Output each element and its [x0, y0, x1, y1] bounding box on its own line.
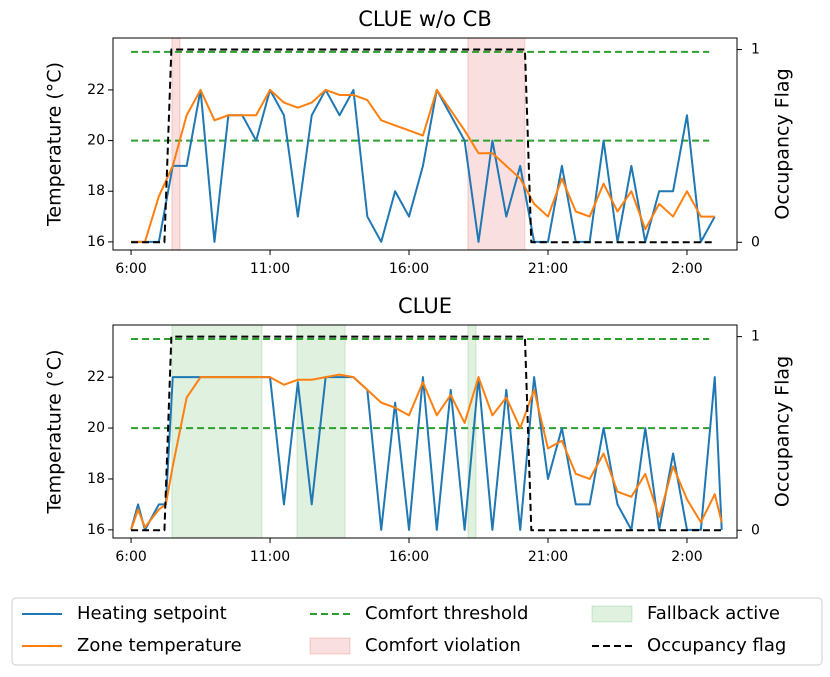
shaded-span — [296, 324, 346, 539]
series-line — [130, 373, 723, 531]
shaded-span — [467, 324, 477, 539]
y-tick-label: 22 — [87, 369, 105, 385]
y-axis-label: Temperature (°C) — [44, 62, 66, 227]
x-tick-label: 2:00 — [671, 549, 702, 565]
x-tick-label: 2:00 — [671, 261, 702, 277]
y-tick-label: 20 — [87, 420, 105, 436]
x-tick-label: 21:00 — [528, 549, 568, 565]
y2-axis-label: Occupancy Flag — [772, 356, 794, 507]
legend-box — [11, 597, 823, 666]
series-line — [131, 88, 716, 243]
x-tick-label: 21:00 — [528, 261, 568, 277]
legend-label: Zone temperature — [77, 635, 242, 656]
x-tick-label: 16:00 — [389, 261, 429, 277]
y2-axis-label: Occupancy Flag — [772, 68, 794, 219]
x-tick-label: 6:00 — [115, 549, 146, 565]
y-tick-label: 20 — [87, 133, 105, 149]
legend-swatch — [309, 637, 351, 655]
subplot-title: CLUE — [398, 294, 452, 318]
axes-frame — [112, 324, 738, 539]
y2-tick-label: 1 — [751, 329, 760, 345]
legend-label: Fallback active — [647, 603, 780, 624]
legend-label: Comfort violation — [365, 635, 521, 656]
x-tick-label: 16:00 — [389, 549, 429, 565]
x-tick-label: 11:00 — [250, 261, 290, 277]
y2-tick-label: 0 — [751, 234, 760, 250]
y-tick-label: 18 — [87, 183, 105, 199]
y-axis-label: Temperature (°C) — [44, 350, 66, 515]
shaded-span — [467, 37, 526, 251]
y-tick-label: 22 — [87, 82, 105, 98]
y-tick-label: 16 — [87, 234, 105, 250]
occupancy-line — [131, 48, 715, 244]
legend-swatch — [591, 605, 633, 623]
y-tick-label: 18 — [87, 471, 105, 487]
y2-tick-label: 1 — [751, 42, 760, 58]
subplot-title: CLUE w/o CB — [358, 7, 491, 31]
y-tick-label: 16 — [87, 522, 105, 538]
legend-label: Comfort threshold — [365, 603, 528, 624]
legend-label: Heating setpoint — [77, 603, 227, 624]
axes-frame — [112, 37, 738, 251]
y2-tick-label: 0 — [751, 522, 760, 538]
x-tick-label: 11:00 — [250, 549, 290, 565]
occupancy-line — [131, 335, 722, 532]
x-tick-label: 6:00 — [115, 261, 146, 277]
legend-label: Occupancy flag — [647, 635, 786, 656]
shaded-span — [171, 324, 263, 539]
series-line — [131, 88, 715, 243]
